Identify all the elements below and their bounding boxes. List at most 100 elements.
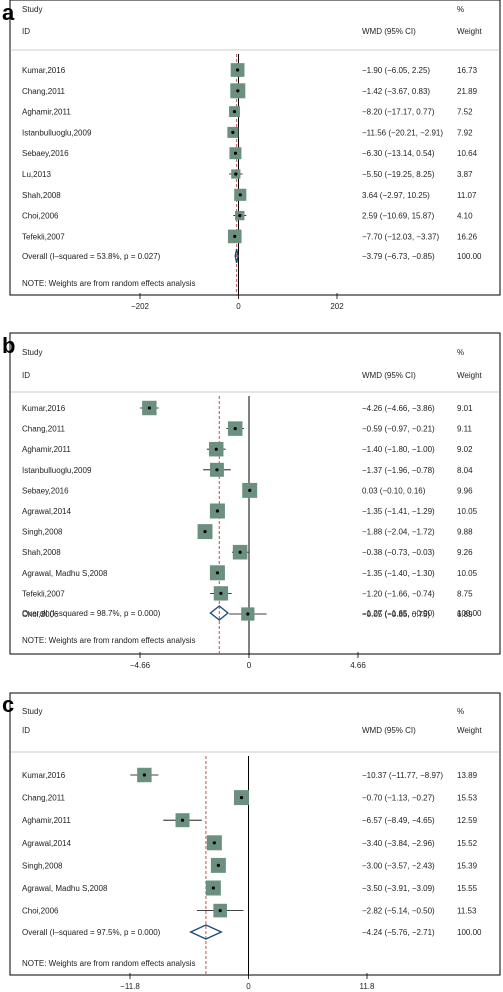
panel-a-study-ci-text: 3.64 (−2.97, 10.25) xyxy=(362,191,430,200)
panel-c-study-ci-text: −2.82 (−5.14, −0.50) xyxy=(362,907,435,916)
panel-b-study-point xyxy=(215,509,220,513)
panel-a-study-weight: 10.64 xyxy=(457,149,478,158)
panel-a-study-ci-text: −5.50 (−19.25, 8.25) xyxy=(362,170,435,179)
panel-b-letter: b xyxy=(2,333,15,358)
panel-c-study-label: Chang,2011 xyxy=(22,794,66,803)
panel-c-header-id: ID xyxy=(22,726,30,735)
panel-c-study-label: Kumar,2016 xyxy=(22,771,66,780)
panel-b-study-point xyxy=(214,447,218,451)
panel-c-frame xyxy=(9,692,501,976)
panel-c-study-point xyxy=(218,909,222,913)
panel-c-header-pct: % xyxy=(457,707,464,716)
panel-a-study-ci-text: −11.56 (−20.21, −2.91) xyxy=(362,128,443,137)
panel-a-study-ci-text: −8.20 (−17.17, 0.77) xyxy=(362,108,435,117)
panel-b-study-point xyxy=(215,468,219,472)
panel-c-study-point xyxy=(211,886,215,890)
panel-a-study-weight: 7.52 xyxy=(457,108,473,117)
panel-b-study-point xyxy=(248,488,252,492)
panel-b-study-ci-text: −4.26 (−4.66, −3.86) xyxy=(362,404,435,413)
panel-b-study-weight: 8.04 xyxy=(457,466,473,475)
panel-a-study-point xyxy=(236,89,240,93)
panel-b-study-weight: 10.05 xyxy=(457,569,478,578)
panel-a-overall-ci-text: −3.79 (−6.73, −0.85) xyxy=(362,252,435,261)
panel-b-note: NOTE: Weights are from random effects an… xyxy=(22,636,196,645)
panel-c-study-weight: 15.55 xyxy=(457,884,478,893)
panel-b-study-point xyxy=(233,427,237,431)
panel-b-study-weight: 6.89 xyxy=(457,610,473,619)
panel-b-study-label: Agrawal, Madhu S,2008 xyxy=(22,569,108,578)
panel-b-study-weight: 9.11 xyxy=(457,425,473,434)
panel-c-study-point xyxy=(239,796,244,800)
panel-a-study-label: Kumar,2016 xyxy=(22,66,66,75)
panel-c-study-ci-text: −6.57 (−8.49, −4.65) xyxy=(362,816,435,825)
panel-a-study-label: Tefekli,2007 xyxy=(22,232,65,241)
panel-b-study-label: Aghamir,2011 xyxy=(22,445,71,454)
panel-c-xtick-label: 0 xyxy=(246,982,251,991)
panel-a-xtick-label: −202 xyxy=(131,302,150,311)
panel-c-study-point xyxy=(180,818,185,822)
panel-a-header-weight: Weight xyxy=(457,27,483,36)
panel-b-frame xyxy=(9,332,501,655)
panel-a-study-weight: 4.10 xyxy=(457,212,473,221)
panel-a-study-weight: 21.89 xyxy=(457,87,478,96)
panel-c-study-label: Choi,2006 xyxy=(22,907,59,916)
panel-c-study-weight: 12.59 xyxy=(457,816,478,825)
panel-a-study-weight: 3.87 xyxy=(457,170,473,179)
panel-c-overall-diamond xyxy=(188,924,223,940)
panel-c-study-label: Agrawal, Madhu S,2008 xyxy=(22,884,108,893)
panel-c-study-weight: 11.53 xyxy=(457,907,477,916)
panel-c-study-point xyxy=(216,863,220,868)
panel-c-study-point xyxy=(212,841,216,845)
panel-a-study-ci-text: −7.70 (−12.03, −3.37) xyxy=(362,232,440,241)
panel-a-study-ci-text: −1.90 (−6.05, 2.25) xyxy=(362,66,430,75)
panel-b-xtick-label: −4.66 xyxy=(130,661,151,670)
panel-b-study-label: Sebaey,2016 xyxy=(22,486,69,495)
panel-b-header-pct: % xyxy=(457,348,464,357)
panel-c-overall-ci-text: −4.24 (−5.76, −2.71) xyxy=(362,928,435,937)
panel-b-study-label: Tefekli,2007 xyxy=(22,589,65,598)
panel-a-overall-label: Overall (I–squared = 53.8%, p = 0.027) xyxy=(22,252,161,261)
panel-b-header-id: ID xyxy=(22,371,30,380)
panel-c-study-point xyxy=(142,773,146,777)
panel-c-xtick-label: −11.8 xyxy=(120,982,140,991)
panel-b-study-weight: 9.26 xyxy=(457,548,473,557)
panel-b-overall-diamond xyxy=(209,605,230,621)
panel-b-study-point xyxy=(147,406,151,410)
panel-a-overall-diamond xyxy=(234,248,239,264)
panel-a-study-label: Lu,2013 xyxy=(22,170,51,179)
panel-a-study-point xyxy=(231,130,235,134)
panel-b-header-effect: WMD (95% CI) xyxy=(362,371,416,380)
panel-b-study-weight: 8.75 xyxy=(457,589,473,598)
panel-a-header-effect: WMD (95% CI) xyxy=(362,27,416,36)
panel-a-study-point xyxy=(233,234,237,238)
panel-b-overall-ci-text: −1.27 (−1.65, −0.90) xyxy=(362,609,435,618)
panel-c-study-label: Singh,2008 xyxy=(22,861,63,870)
panel-c-study-ci-text: −0.70 (−1.13, −0.27) xyxy=(362,794,435,803)
panel-c-xtick-label: 11.8 xyxy=(360,982,376,991)
panel-a-header-id: ID xyxy=(22,27,30,36)
panel-b-study-label: Istanbulluoglu,2009 xyxy=(22,466,92,475)
panel-c-note: NOTE: Weights are from random effects an… xyxy=(22,959,196,968)
panel-a-study-label: Chang,2011 xyxy=(22,87,66,96)
panel-a-study-weight: 16.26 xyxy=(457,232,478,241)
panel-c-letter: c xyxy=(2,692,14,717)
panel-a-letter: a xyxy=(2,0,15,25)
panel-a-study-label: Sebaey,2016 xyxy=(22,149,69,158)
panel-c-study-weight: 15.39 xyxy=(457,861,478,870)
panel-a-study-label: Shah,2008 xyxy=(22,191,61,200)
panel-b-study-ci-text: −1.37 (−1.96, −0.78) xyxy=(362,466,435,475)
panel-a-xtick-label: 202 xyxy=(330,302,344,311)
panel-b-overall-weight: 100.00 xyxy=(457,609,482,618)
panel-a-study-ci-text: −6.30 (−13.14, 0.54) xyxy=(362,149,435,158)
panel-b-study-point xyxy=(238,550,242,554)
panel-a-study-point xyxy=(235,68,240,72)
panel-b-study-ci-text: −1.20 (−1.66, −0.74) xyxy=(362,589,435,598)
panel-b-study-weight: 10.05 xyxy=(457,507,478,516)
panel-a-study-weight: 16.73 xyxy=(457,66,478,75)
panel-b-study-ci-text: −1.35 (−1.41, −1.29) xyxy=(362,507,435,516)
panel-b-study-label: Chang,2011 xyxy=(22,425,66,434)
panel-c-overall-label: Overall (I–squared = 97.5%, p = 0.000) xyxy=(22,928,161,937)
panel-a-study-label: Choi,2006 xyxy=(22,212,59,221)
panel-b-study-label: Agrawal,2014 xyxy=(22,507,71,516)
panel-b-study-weight: 9.96 xyxy=(457,486,473,495)
